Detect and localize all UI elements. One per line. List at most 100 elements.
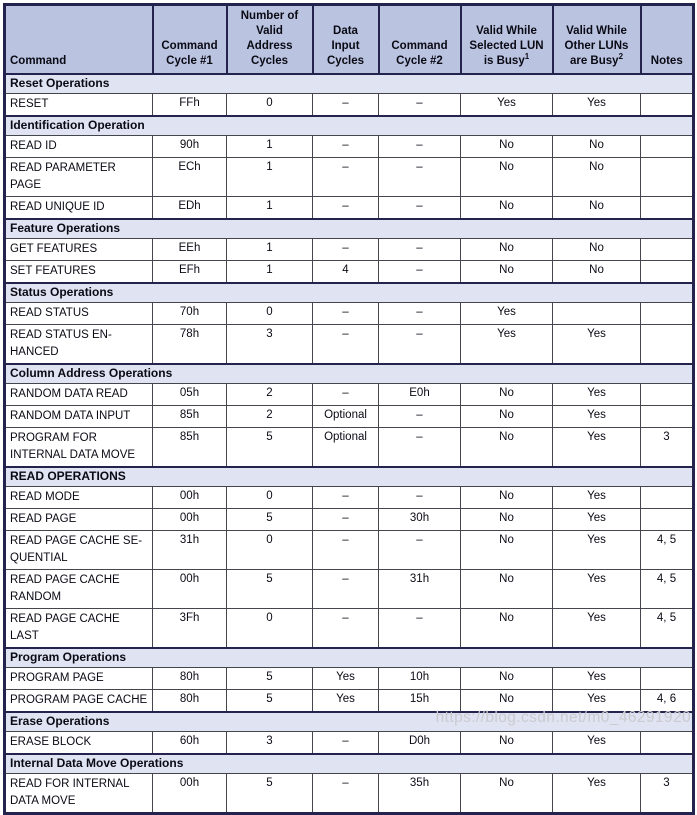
cell-notes [640,93,694,117]
column-header-data_input_cycles: Data Input Cycles [311,3,380,75]
cell-notes [640,157,694,197]
cell-command_cycle_2: – [378,93,461,117]
cell-command_cycle_2: – [378,608,461,649]
cell-valid_selected_lun_busy: Yes [460,302,553,325]
cell-valid_address_cycles: 3 [226,731,313,755]
cell-valid_selected_lun_busy: No [460,689,553,713]
section-header-row: Column Address Operations [4,363,694,384]
table-row: READ PAGE CACHE SE- QUENTIAL 31h 0– – No Yes 4… [4,530,694,570]
cell-command_cycle_2: 35h [378,773,461,814]
table-row: READ PAGE 00h 5–30h No Yes [4,508,694,531]
cell-data_input_cycles: – [312,93,379,117]
cell-command: READ ID [4,135,153,158]
table-row: GET FEATURES EEh 1– – No No [4,238,694,261]
cell-command_cycle_2: – [378,530,461,570]
cell-valid_selected_lun_busy: No [460,196,553,220]
cell-command: READ PAGE CACHE SE- QUENTIAL [4,530,153,570]
cell-notes [640,508,694,531]
cell-valid_other_luns_busy: No [552,135,641,158]
cell-command_cycle_1: 00h [152,773,227,814]
cell-valid_address_cycles: 1 [226,260,313,284]
cell-command_cycle_2: – [378,238,461,261]
cell-notes: 4, 6 [640,689,694,713]
section-title: Column Address Operations [4,363,694,384]
cell-valid_selected_lun_busy: No [460,157,553,197]
cell-valid_other_luns_busy: Yes [552,569,641,609]
column-header-label: Notes [650,55,683,67]
cell-command: READ MODE [4,486,153,509]
cell-valid_address_cycles: 5 [226,569,313,609]
cell-command_cycle_1: 85h [152,405,227,428]
cell-notes [640,486,694,509]
cell-command: READ UNIQUE ID [4,196,153,220]
table-row: READ UNIQUE ID EDh 1– – No No [4,196,694,220]
cell-notes [640,324,694,365]
cell-valid_other_luns_busy: Yes [552,383,641,406]
column-header-label: Valid While Selected LUN is Busy [469,25,544,67]
cell-valid_selected_lun_busy: No [460,608,553,649]
cell-valid_other_luns_busy: Yes [552,731,641,755]
cell-command_cycle_2: – [378,157,461,197]
cell-command: READ FOR INTERNAL DATA MOVE [4,773,153,814]
section-title: Program Operations [4,647,694,668]
cell-command: READ PAGE CACHE LAST [4,608,153,649]
cell-data_input_cycles: – [312,383,379,406]
column-header-label: Command Cycle #2 [391,40,448,67]
cell-valid_other_luns_busy: Yes [552,667,641,690]
column-header-label: Number of Valid Address Cycles [240,10,299,67]
cell-data_input_cycles: – [312,302,379,325]
cell-notes [640,405,694,428]
cell-data_input_cycles: – [312,324,379,365]
section-header-row: Feature Operations [4,218,694,239]
table-row: RANDOM DATA INPUT 85h 2 Optional – No Yes [4,405,694,428]
cell-command_cycle_1: 05h [152,383,227,406]
cell-valid_other_luns_busy [552,302,641,325]
table-row: RESET FFh 0– – Yes Yes [4,93,694,117]
cell-notes [640,238,694,261]
cell-valid_address_cycles: 5 [226,773,313,814]
column-header-label: Valid While Other LUNs are Busy [564,25,629,67]
cell-notes [640,135,694,158]
cell-valid_selected_lun_busy: Yes [460,324,553,365]
table-body: Reset Operations RESET FFh 0– – Yes Yes Identif… [4,73,694,814]
table-row: READ MODE 00h 0– – No Yes [4,486,694,509]
cell-data_input_cycles: – [312,508,379,531]
cell-valid_selected_lun_busy: Yes [460,93,553,117]
cell-command: RESET [4,93,153,117]
cell-command_cycle_2: E0h [378,383,461,406]
cell-command: READ STATUS EN- HANCED [4,324,153,365]
cell-valid_address_cycles: 1 [226,135,313,158]
table-row: READ STATUS EN- HANCED 78h 3– – Yes Yes [4,324,694,365]
cell-valid_other_luns_busy: Yes [552,773,641,814]
cell-valid_other_luns_busy: Yes [552,405,641,428]
section-title: Erase Operations [4,711,694,732]
section-title: Identification Operation [4,115,694,136]
cell-data_input_cycles: Yes [312,667,379,690]
cell-command_cycle_2: – [378,196,461,220]
cell-notes: 4, 5 [640,530,694,570]
cell-valid_selected_lun_busy: No [460,260,553,284]
cell-valid_other_luns_busy: Yes [552,689,641,713]
cell-command_cycle_1: 31h [152,530,227,570]
section-header-row: READ OPERATIONS [4,466,694,487]
section-title: Status Operations [4,282,694,303]
cell-command_cycle_2: – [378,135,461,158]
cell-data_input_cycles: – [312,608,379,649]
cell-notes: 4, 5 [640,569,694,609]
column-header-label: Command Cycle #1 [161,40,218,67]
cell-valid_address_cycles: 5 [226,427,313,468]
table-row: READ FOR INTERNAL DATA MOVE 00h 5–35h No Yes… [4,773,694,814]
table-row: PROGRAM PAGE CACHE 80h 5 Yes 15h No Yes 4, 6 [4,689,694,713]
cell-valid_selected_lun_busy: No [460,427,553,468]
cell-valid_selected_lun_busy: No [460,486,553,509]
cell-valid_other_luns_busy: Yes [552,608,641,649]
column-header-command_cycle_1: Command Cycle #1 [151,3,228,75]
cell-notes [640,260,694,284]
cell-data_input_cycles: Optional [312,427,379,468]
cell-command: READ STATUS [4,302,153,325]
footnote-ref: 2 [618,52,624,62]
section-title: Internal Data Move Operations [4,753,694,774]
cell-valid_address_cycles: 2 [226,383,313,406]
section-header-row: Reset Operations [4,73,694,94]
cell-command_cycle_1: 80h [152,689,227,713]
